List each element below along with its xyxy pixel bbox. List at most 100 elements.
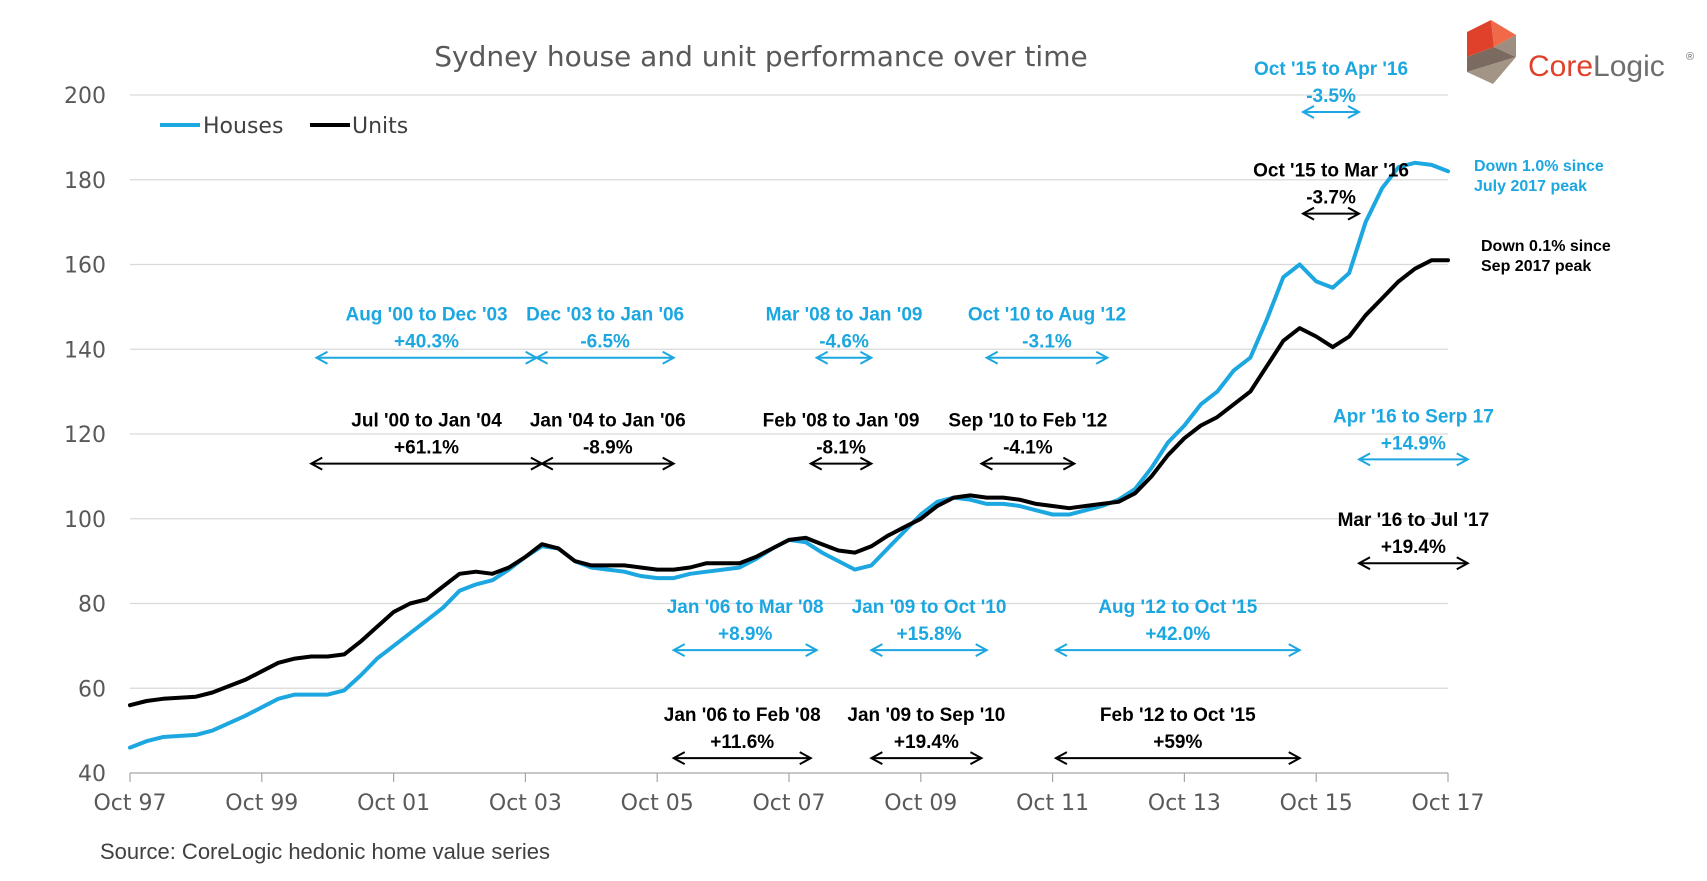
y-tick-label-100: 100 [64, 508, 106, 533]
annotation-change: +11.6% [710, 732, 774, 753]
logo-wordmark: CoreLogic [1528, 50, 1665, 83]
annotation-arrow [539, 456, 676, 471]
y-tick-label-140: 140 [64, 338, 106, 363]
arrow-head-left [534, 350, 549, 365]
annotation-period: Oct '15 to Mar '16 [1253, 161, 1409, 182]
y-axis: 40 60 80 100 120 140 160 180 200 [64, 84, 106, 787]
annotation-period: Mar '08 to Jan '09 [766, 305, 923, 326]
arrow-head-left [539, 456, 554, 471]
annotation-period: Jan '09 to Oct '10 [852, 597, 1007, 618]
annotation-arrow [1300, 206, 1362, 221]
x-tick-label: Oct 99 [225, 791, 298, 816]
end-note-units: Down 0.1% since Sep 2017 peak [1481, 238, 1611, 275]
arrow-head-right [662, 456, 676, 471]
annotation-change: +8.9% [718, 624, 773, 645]
annotation-arrow [979, 456, 1077, 471]
end-note-units-line1: Down 0.1% since [1481, 238, 1611, 255]
arrow-head-left [671, 751, 686, 766]
annotation-period: Sep '10 to Feb '12 [948, 411, 1107, 432]
y-tick-label-160: 160 [64, 254, 106, 279]
annotation-arrow [671, 643, 819, 657]
arrow-head-left [984, 350, 999, 365]
annotation-period: Jul '00 to Jan '04 [351, 411, 502, 432]
end-note-houses-line2: July 2017 peak [1474, 178, 1587, 195]
arrow-head-left [314, 350, 328, 365]
end-note-houses: Down 1.0% since July 2017 peak [1474, 158, 1604, 195]
annotation-period: Dec '03 to Jan '06 [526, 305, 684, 326]
x-tick-label: Oct 97 [93, 791, 166, 816]
annotation-arrow [534, 350, 676, 365]
arrow-head-left [979, 456, 993, 471]
annotation-arrow [671, 751, 813, 766]
annotations: Aug '00 to Dec '03 +40.3% Jul '00 to Jan '… [309, 59, 1494, 766]
annotation-change: +14.9% [1381, 433, 1446, 454]
annotation-arrow [1356, 556, 1470, 571]
arrow-head-right [1095, 350, 1110, 365]
legend-label-units: Units [352, 114, 408, 139]
annotation-arrow [869, 751, 984, 766]
annotation-arrow [808, 456, 874, 471]
arrow-head-right [1288, 643, 1302, 657]
arrow-head-right [662, 350, 676, 365]
arrow-head-left [671, 643, 686, 657]
annotation-arrow [1356, 452, 1470, 467]
annotation-arrow [984, 350, 1110, 365]
logo-core: Core [1528, 50, 1593, 83]
annotation-period: Jan '09 to Sep '10 [847, 705, 1005, 726]
annotation-arrow [1053, 751, 1302, 766]
annotation-arrow [1053, 643, 1302, 657]
x-tick-label: Oct 15 [1280, 791, 1353, 816]
annotation-change: +59% [1153, 732, 1202, 753]
series-lines [128, 160, 1450, 750]
x-tick-label: Oct 17 [1411, 791, 1484, 816]
gridlines [130, 94, 1448, 689]
y-tick-label-60: 60 [78, 677, 106, 702]
arrow-head-right [1288, 751, 1302, 766]
arrow-head-right [1062, 456, 1077, 471]
annotation-arrow [814, 350, 874, 365]
annotation-arrow [1300, 105, 1362, 119]
annotation-period: Aug '12 to Oct '15 [1098, 597, 1257, 618]
arrow-head-left [1356, 556, 1371, 571]
arrow-head-left [808, 456, 823, 471]
corelogic-logo: CoreLogic ® [1467, 20, 1694, 84]
chart-title: Sydney house and unit performance over t… [434, 40, 1087, 73]
arrow-head-right [799, 751, 813, 766]
annotation-change: -8.9% [583, 438, 633, 459]
annotation-change: -3.5% [1306, 86, 1356, 107]
arrow-head-left [869, 643, 883, 657]
annotation-change: -3.7% [1306, 188, 1356, 209]
x-tick-label: Oct 03 [489, 791, 562, 816]
arrow-head-left [1356, 452, 1371, 467]
arrow-head-right [1347, 105, 1362, 119]
x-tick-label: Oct 11 [1016, 791, 1089, 816]
annotation-change: +15.8% [897, 624, 962, 645]
annotation-change: -6.5% [580, 332, 630, 353]
annotation-change: -8.1% [816, 438, 866, 459]
arrow-head-right [859, 350, 874, 365]
annotation-period: Jan '06 to Mar '08 [667, 597, 824, 618]
annotation-period: Feb '08 to Jan '09 [763, 411, 920, 432]
x-tick-label: Oct 01 [357, 791, 430, 816]
x-tick-label: Oct 05 [621, 791, 694, 816]
annotation-period: Jan '06 to Feb '08 [664, 705, 821, 726]
legend-label-houses: Houses [203, 114, 283, 139]
arrow-head-right [969, 751, 984, 766]
annotation-arrow [869, 643, 989, 657]
end-note-units-line2: Sep 2017 peak [1481, 258, 1591, 275]
annotation-change: +42.0% [1145, 624, 1210, 645]
annotation-change: -3.1% [1022, 332, 1072, 353]
annotation-change: +19.4% [1381, 537, 1446, 558]
series-line-houses [128, 160, 1450, 750]
arrow-head-right [1456, 452, 1470, 467]
annotation-period: Oct '15 to Apr '16 [1254, 59, 1408, 80]
series-line-units [128, 258, 1450, 708]
annotation-period: Oct '10 to Aug '12 [968, 305, 1126, 326]
y-tick-label-200: 200 [64, 84, 106, 109]
annotation-change: +40.3% [394, 332, 459, 353]
annotation-change: +19.4% [894, 732, 959, 753]
end-note-houses-line1: Down 1.0% since [1474, 158, 1604, 175]
annotation-period: Mar '16 to Jul '17 [1338, 510, 1490, 531]
x-axis: Oct 97 Oct 99 Oct 01 Oct 03 Oct 05 Oct 07 Oct … [93, 772, 1485, 816]
